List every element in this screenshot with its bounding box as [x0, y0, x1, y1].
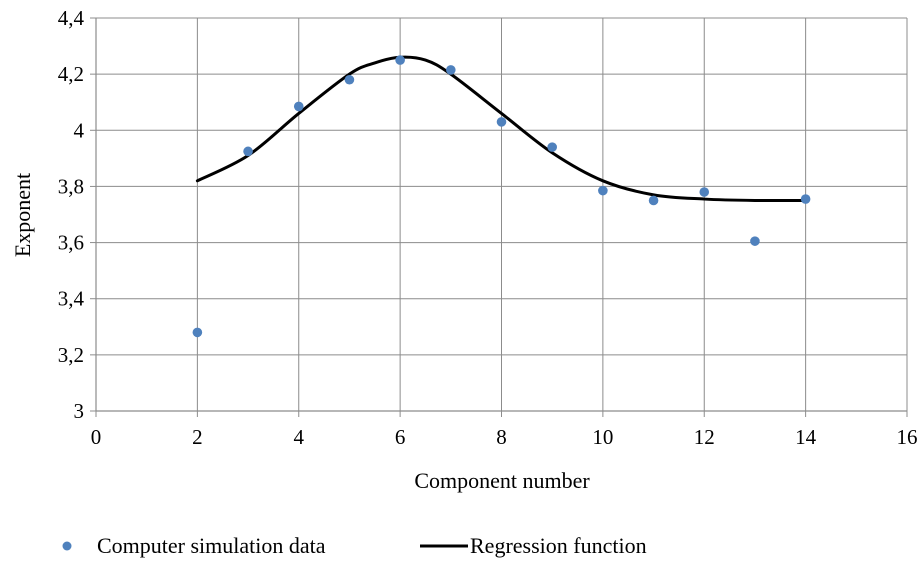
data-point: [192, 327, 203, 338]
data-point: [243, 146, 253, 157]
x-tick-label: 16: [897, 425, 918, 449]
x-tick-label: 14: [795, 425, 817, 449]
x-tick-label: 6: [395, 425, 406, 449]
legend-label-scatter: Computer simulation data: [97, 533, 326, 558]
data-point: [750, 236, 760, 246]
y-axis-title: Exponent: [10, 173, 35, 257]
grid: [96, 17, 908, 411]
legend-label-line: Regression function: [470, 533, 647, 558]
data-point: [344, 74, 355, 85]
x-axis-title: Component number: [414, 468, 590, 493]
data-point: [293, 101, 304, 112]
data-point: [800, 194, 811, 204]
data-point: [395, 55, 405, 65]
x-tick-label: 12: [694, 425, 715, 449]
y-tick-label: 3,2: [58, 343, 84, 367]
scatter-points-layer: [192, 55, 811, 338]
y-tick-label: 4,4: [58, 6, 85, 30]
x-tick-label: 8: [496, 425, 507, 449]
axes: [90, 17, 908, 417]
tick-labels: 3 3,2 3,4 3,6 3,8 4 4,2 4,4 0 2 4 6 8 10 12 14 16: [58, 6, 918, 449]
y-tick-label: 3,6: [58, 231, 84, 255]
y-tick-label: 4,2: [58, 62, 84, 86]
data-point: [547, 142, 557, 152]
x-tick-label: 2: [192, 425, 203, 449]
data-point: [446, 65, 456, 75]
legend-marker-scatter: [62, 541, 72, 551]
x-tick-label: 10: [592, 425, 613, 449]
x-tick-label: 4: [294, 425, 305, 449]
legend: Computer simulation data Regression func…: [62, 533, 647, 558]
data-point: [699, 187, 710, 197]
data-point: [648, 195, 659, 206]
y-tick-label: 3,8: [58, 174, 84, 198]
x-tick-label: 0: [91, 425, 102, 449]
y-tick-label: 4: [74, 118, 85, 142]
data-point: [496, 117, 507, 127]
data-point: [598, 185, 608, 196]
y-tick-label: 3,4: [58, 287, 85, 311]
y-tick-label: 3: [74, 399, 85, 423]
